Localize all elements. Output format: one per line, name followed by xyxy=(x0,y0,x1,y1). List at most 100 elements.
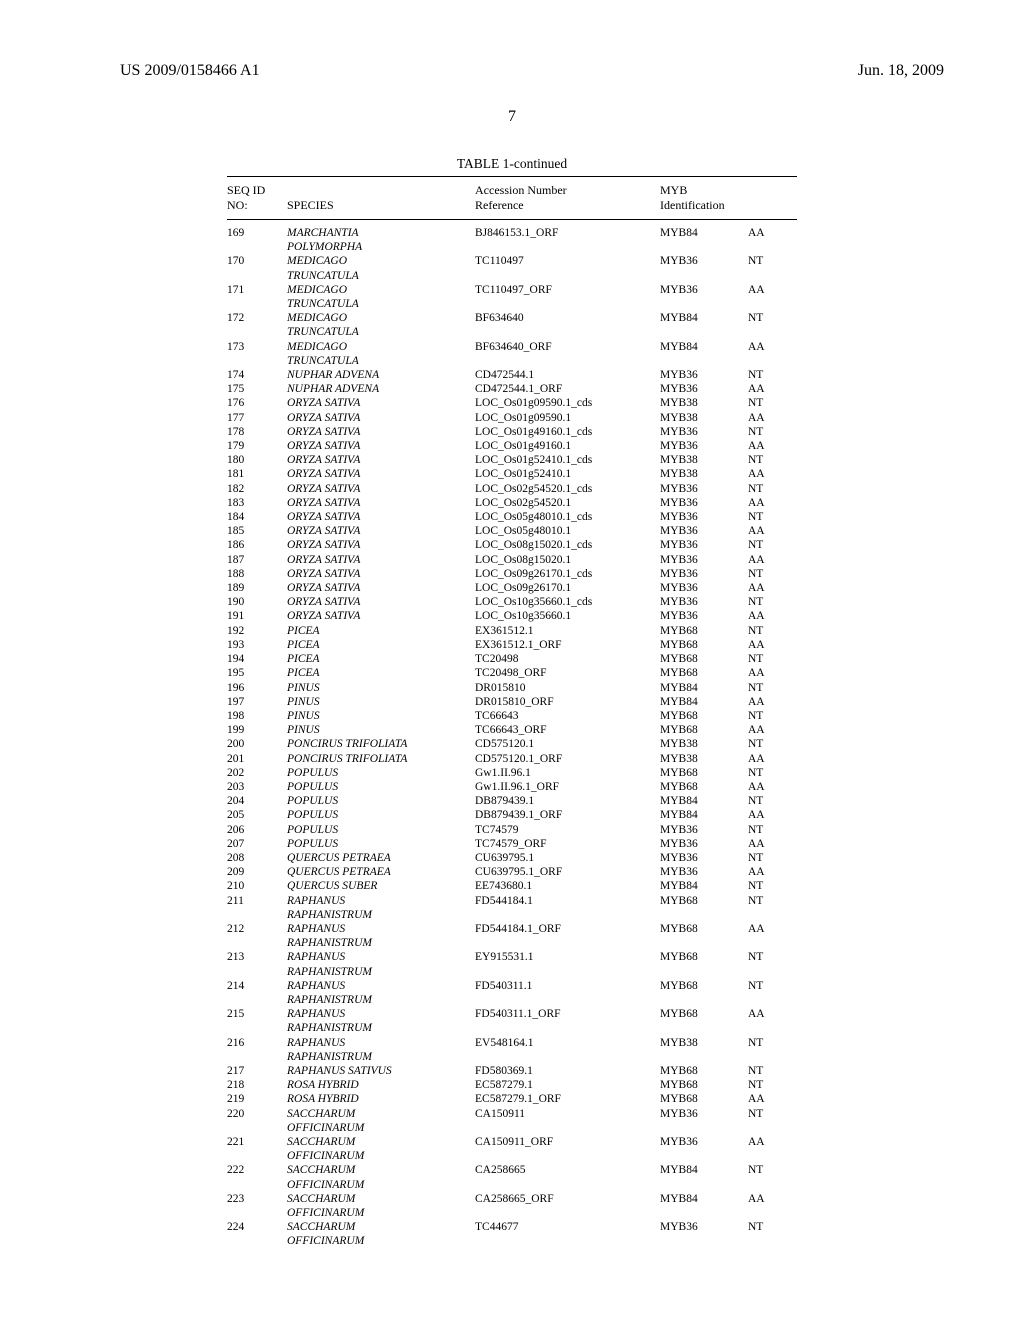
species-cell: SACCHARUM xyxy=(287,1220,475,1234)
table-row: 213RAPHANUSEY915531.1MYB68NT xyxy=(227,950,797,964)
col-seq-header-l1: SEQ ID xyxy=(227,183,287,198)
type-cell: NT xyxy=(748,453,788,467)
page-number: 7 xyxy=(0,108,1024,126)
species-cell: RAPHANUS xyxy=(287,922,475,936)
myb-cell: MYB68 xyxy=(660,638,748,652)
table-row: 224SACCHARUMTC44677MYB36NT xyxy=(227,1220,797,1234)
type-cell: AA xyxy=(748,752,788,766)
table-row: 216RAPHANUSEV548164.1MYB38NT xyxy=(227,1036,797,1050)
seq-id-cell: 184 xyxy=(227,510,287,524)
type-cell: NT xyxy=(748,1107,788,1121)
myb-cell: MYB68 xyxy=(660,652,748,666)
accession-cell: Gw1.II.96.1_ORF xyxy=(475,780,660,794)
seq-id-cell: 217 xyxy=(227,1064,287,1078)
col-myb-header-l2: Identification xyxy=(660,198,748,213)
type-cell: NT xyxy=(748,1163,788,1177)
seq-id-cell: 224 xyxy=(227,1220,287,1234)
species-cell: ORYZA SATIVA xyxy=(287,396,475,410)
table-row: TRUNCATULA xyxy=(227,297,797,311)
species-cell: RAPHANISTRUM xyxy=(287,1050,475,1064)
table-row: 220SACCHARUMCA150911MYB36NT xyxy=(227,1107,797,1121)
type-cell: AA xyxy=(748,865,788,879)
myb-cell xyxy=(660,325,748,339)
table-row: 184ORYZA SATIVALOC_Os05g48010.1_cdsMYB36… xyxy=(227,510,797,524)
accession-cell: EX361512.1 xyxy=(475,624,660,638)
accession-cell: FD544184.1_ORF xyxy=(475,922,660,936)
myb-cell: MYB68 xyxy=(660,950,748,964)
species-cell: ORYZA SATIVA xyxy=(287,467,475,481)
table-row: TRUNCATULA xyxy=(227,325,797,339)
seq-id-cell: 212 xyxy=(227,922,287,936)
myb-cell: MYB38 xyxy=(660,411,748,425)
seq-id-cell: 175 xyxy=(227,382,287,396)
myb-cell xyxy=(660,1021,748,1035)
type-cell xyxy=(748,1149,788,1163)
myb-cell: MYB68 xyxy=(660,979,748,993)
table-row: 200PONCIRUS TRIFOLIATACD575120.1MYB38NT xyxy=(227,737,797,751)
myb-cell xyxy=(660,1050,748,1064)
accession-cell: DR015810 xyxy=(475,681,660,695)
accession-cell xyxy=(475,936,660,950)
accession-cell: CA258665_ORF xyxy=(475,1192,660,1206)
species-cell: RAPHANISTRUM xyxy=(287,936,475,950)
type-cell: NT xyxy=(748,979,788,993)
seq-id-cell: 171 xyxy=(227,283,287,297)
accession-cell: LOC_Os08g15020.1_cds xyxy=(475,538,660,552)
seq-id-cell: 181 xyxy=(227,467,287,481)
table-row: 190ORYZA SATIVALOC_Os10g35660.1_cdsMYB36… xyxy=(227,595,797,609)
seq-id-cell: 213 xyxy=(227,950,287,964)
table-row: 185ORYZA SATIVALOC_Os05g48010.1MYB36AA xyxy=(227,524,797,538)
table-body: 169MARCHANTIABJ846153.1_ORFMYB84AAPOLYMO… xyxy=(227,220,797,1249)
accession-cell: TC74579_ORF xyxy=(475,837,660,851)
table-row: 211RAPHANUSFD544184.1MYB68NT xyxy=(227,894,797,908)
table-row: OFFICINARUM xyxy=(227,1149,797,1163)
type-cell: NT xyxy=(748,538,788,552)
seq-id-cell: 204 xyxy=(227,794,287,808)
seq-id-cell: 221 xyxy=(227,1135,287,1149)
myb-cell: MYB36 xyxy=(660,609,748,623)
seq-id-cell: 214 xyxy=(227,979,287,993)
type-cell: AA xyxy=(748,382,788,396)
accession-cell: DB879439.1_ORF xyxy=(475,808,660,822)
species-cell: POLYMORPHA xyxy=(287,240,475,254)
myb-cell: MYB36 xyxy=(660,567,748,581)
type-cell: NT xyxy=(748,567,788,581)
table-row: 205POPULUSDB879439.1_ORFMYB84AA xyxy=(227,808,797,822)
myb-cell: MYB36 xyxy=(660,482,748,496)
seq-id-cell: 219 xyxy=(227,1092,287,1106)
col-acc-header-l1: Accession Number xyxy=(475,183,660,198)
species-cell: PINUS xyxy=(287,723,475,737)
myb-cell xyxy=(660,1234,748,1248)
table-row: 201PONCIRUS TRIFOLIATACD575120.1_ORFMYB3… xyxy=(227,752,797,766)
seq-id-cell: 211 xyxy=(227,894,287,908)
species-cell: ORYZA SATIVA xyxy=(287,411,475,425)
seq-id-cell: 190 xyxy=(227,595,287,609)
myb-cell: MYB36 xyxy=(660,1135,748,1149)
type-cell: AA xyxy=(748,283,788,297)
type-cell xyxy=(748,1178,788,1192)
seq-id-cell: 193 xyxy=(227,638,287,652)
myb-cell: MYB36 xyxy=(660,439,748,453)
species-cell: TRUNCATULA xyxy=(287,269,475,283)
species-cell: OFFICINARUM xyxy=(287,1178,475,1192)
species-cell: ORYZA SATIVA xyxy=(287,609,475,623)
seq-id-cell: 179 xyxy=(227,439,287,453)
accession-cell: FD580369.1 xyxy=(475,1064,660,1078)
table-row: POLYMORPHA xyxy=(227,240,797,254)
species-cell: OFFICINARUM xyxy=(287,1206,475,1220)
myb-cell xyxy=(660,297,748,311)
myb-cell: MYB36 xyxy=(660,524,748,538)
table-row: 219ROSA HYBRIDEC587279.1_ORFMYB68AA xyxy=(227,1092,797,1106)
table-row: OFFICINARUM xyxy=(227,1206,797,1220)
table-row: RAPHANISTRUM xyxy=(227,1021,797,1035)
seq-id-cell: 191 xyxy=(227,609,287,623)
type-cell: NT xyxy=(748,652,788,666)
species-cell: RAPHANUS xyxy=(287,950,475,964)
myb-cell: MYB68 xyxy=(660,780,748,794)
accession-cell xyxy=(475,240,660,254)
table-row: 204POPULUSDB879439.1MYB84NT xyxy=(227,794,797,808)
type-cell: NT xyxy=(748,595,788,609)
myb-cell: MYB68 xyxy=(660,624,748,638)
myb-cell: MYB36 xyxy=(660,851,748,865)
myb-cell xyxy=(660,1178,748,1192)
